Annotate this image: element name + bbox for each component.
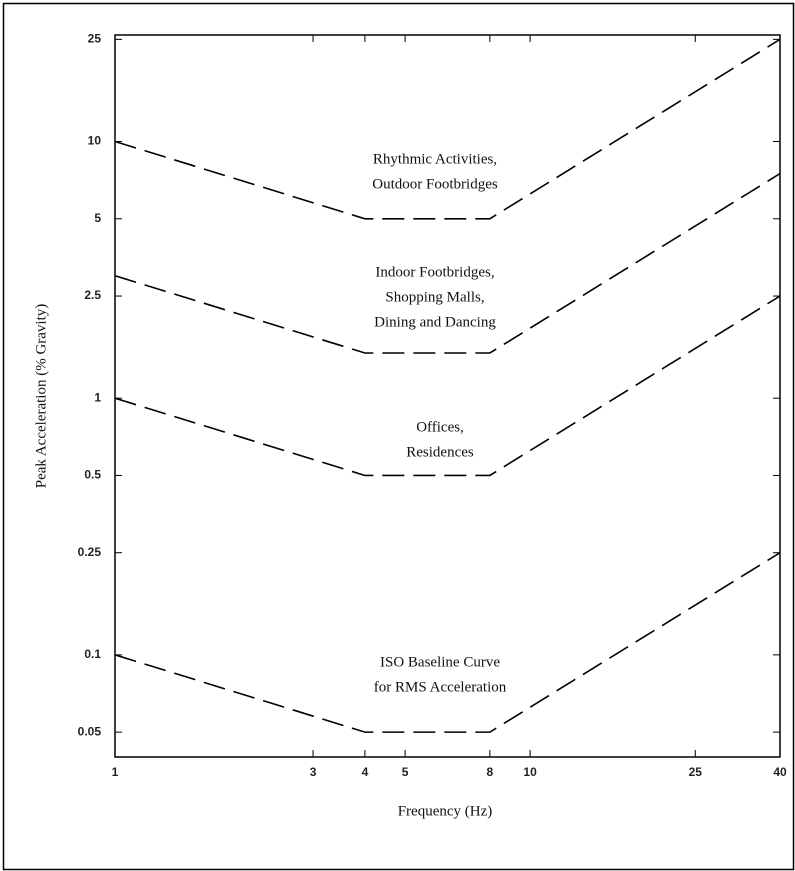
y-tick-label: 2.5 [84,288,101,302]
y-tick-label: 0.5 [84,468,101,482]
annotation: Residences [406,444,474,460]
chart: Frequency (Hz) Peak Acceleration (% Grav… [0,0,795,871]
x-tick-label: 5 [402,765,409,779]
annotation: for RMS Acceleration [374,679,507,695]
x-axis-label: Frequency (Hz) [398,803,493,819]
annotation: Rhythmic Activities, [373,151,497,167]
x-tick-label: 8 [487,765,494,779]
y-tick-label: 0.25 [78,545,102,559]
annotation: Shopping Malls, [385,289,484,305]
series-line [115,553,780,732]
y-tick-label: 25 [88,32,102,46]
y-tick-label: 0.1 [84,647,101,661]
x-tick-label: 25 [689,765,703,779]
outer-frame [4,4,794,870]
x-tick-label: 3 [310,765,317,779]
annotation: Outdoor Footbridges [372,176,498,192]
y-tick-label: 0.05 [78,724,102,738]
x-tick-label: 4 [362,765,369,779]
annotation: Indoor Footbridges, [375,264,494,280]
y-tick-label: 1 [94,390,101,404]
annotation: Offices, [416,419,464,435]
y-tick-label: 10 [88,134,102,148]
x-tick-label: 40 [773,765,787,779]
page: Frequency (Hz) Peak Acceleration (% Grav… [0,0,795,871]
plot-frame [115,35,780,757]
y-tick-label: 5 [94,211,101,225]
annotation: Dining and Dancing [374,314,496,330]
x-tick-label: 1 [112,765,119,779]
y-axis-label: Peak Acceleration (% Gravity) [33,304,49,489]
x-tick-label: 10 [523,765,537,779]
annotation: ISO Baseline Curve [380,654,500,670]
